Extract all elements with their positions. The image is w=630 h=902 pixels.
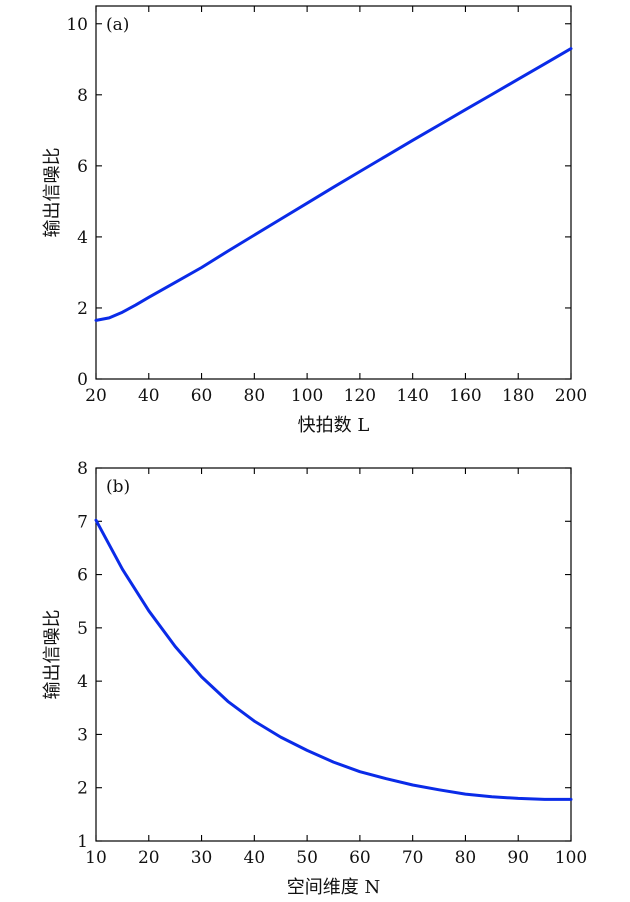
panel-a: 20 40 60 80 100 120 140 160 180 200 0 2 4 6 8 10 (a) 快拍数 … xyxy=(42,5,587,436)
y-axis-label: 输出信噪比 xyxy=(42,148,63,238)
x-tick-label: 120 xyxy=(344,386,376,406)
y-axis-label: 输出信噪比 xyxy=(42,610,63,700)
x-tick-label: 30 xyxy=(191,848,213,868)
x-axis-label: 快拍数 L xyxy=(298,415,370,436)
y-tick-label: 5 xyxy=(77,619,88,639)
y-tick-label: 2 xyxy=(77,779,88,799)
x-tick-label: 60 xyxy=(191,386,213,406)
x-tick-label: 40 xyxy=(244,848,266,868)
y-tick-label: 4 xyxy=(77,228,88,248)
panel-label: (b) xyxy=(106,477,130,497)
x-tick-label: 160 xyxy=(449,386,481,406)
panel-b: 10 20 30 40 50 60 70 80 90 100 1 2 3 4 5 6 7 8 (b) 空间维度 N 输出… xyxy=(42,459,587,898)
x-tick-label: 200 xyxy=(555,386,587,406)
x-tick-label: 60 xyxy=(349,848,371,868)
x-tick-label: 180 xyxy=(502,386,534,406)
y-tick-label: 8 xyxy=(77,459,88,479)
series-line xyxy=(94,518,573,801)
x-tick-label: 100 xyxy=(291,386,323,406)
x-tick-label: 70 xyxy=(402,848,424,868)
x-tick-label: 100 xyxy=(555,848,587,868)
x-axis-label: 空间维度 N xyxy=(287,877,380,898)
y-tick-label: 0 xyxy=(77,370,88,390)
x-tick-label: 20 xyxy=(85,386,107,406)
y-tick-label: 8 xyxy=(77,86,88,106)
y-tick-label: 10 xyxy=(66,15,88,35)
y-tick-label: 4 xyxy=(77,672,88,692)
x-tick-label: 90 xyxy=(507,848,529,868)
y-tick-label: 7 xyxy=(77,512,88,532)
x-tick-label: 80 xyxy=(244,386,266,406)
y-tick-label: 6 xyxy=(77,157,88,177)
plot-frame xyxy=(95,467,572,842)
series-line xyxy=(94,47,573,322)
y-tick-label: 6 xyxy=(77,566,88,586)
x-tick-label: 140 xyxy=(396,386,428,406)
y-tick-label: 1 xyxy=(77,832,88,852)
x-tick-label: 80 xyxy=(455,848,477,868)
panel-label: (a) xyxy=(106,15,129,35)
y-tick-label: 2 xyxy=(77,299,88,319)
x-tick-label: 20 xyxy=(138,848,160,868)
x-tick-label: 10 xyxy=(85,848,107,868)
y-tick-label: 3 xyxy=(77,725,88,745)
plot-frame xyxy=(95,5,572,380)
x-tick-label: 50 xyxy=(296,848,318,868)
x-tick-label: 40 xyxy=(138,386,160,406)
